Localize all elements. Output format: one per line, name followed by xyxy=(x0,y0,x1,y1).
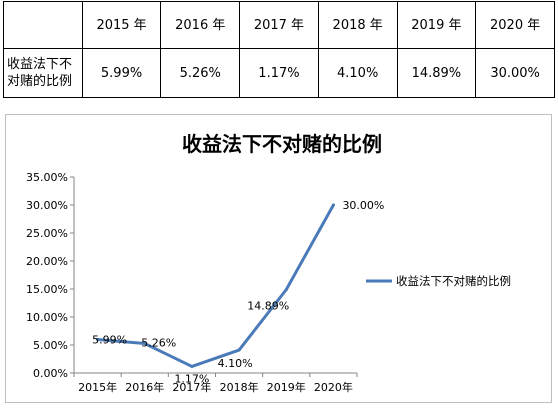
value-cell: 5.26% xyxy=(160,48,241,98)
table-header-row: 2015 年 2016 年 2017 年 2018 年 2019 年 2020 … xyxy=(3,1,555,49)
year-header-cell: 2017 年 xyxy=(239,1,319,49)
table-corner-cell xyxy=(3,1,83,49)
data-point xyxy=(237,348,241,352)
y-tick-label: 25.00% xyxy=(26,227,68,240)
value-cell: 30.00% xyxy=(475,48,555,98)
x-tick-label: 2017年 xyxy=(172,380,211,394)
value-cell: 14.89% xyxy=(396,48,477,98)
data-point xyxy=(284,288,288,292)
legend-label: 收益法下不对赌的比例 xyxy=(396,274,511,288)
value-cell: 5.99% xyxy=(81,48,162,98)
x-tick-label: 2018年 xyxy=(220,380,259,394)
x-tick-label: 2020年 xyxy=(314,380,353,394)
year-header-cell: 2019 年 xyxy=(396,1,477,49)
table-row: 收益法下不对赌的比例 5.99% 5.26% 1.17% 4.10% 14.89… xyxy=(3,48,555,98)
row-label-cell: 收益法下不对赌的比例 xyxy=(3,48,83,98)
y-tick-label: 15.00% xyxy=(26,283,68,296)
year-header-cell: 2016 年 xyxy=(160,1,241,49)
y-tick-label: 10.00% xyxy=(26,311,68,324)
data-label: 30.00% xyxy=(342,199,384,212)
y-tick-label: 20.00% xyxy=(26,255,68,268)
x-tick-label: 2015年 xyxy=(78,380,117,394)
y-tick-label: 30.00% xyxy=(26,199,68,212)
data-point xyxy=(190,364,194,368)
data-point xyxy=(143,342,147,346)
footer-fragment xyxy=(0,405,558,413)
data-label: 1.17% xyxy=(174,372,209,385)
year-header-cell: 2015 年 xyxy=(81,1,162,49)
line-chart: 收益法下不对赌的比例 0.00% 5.00% 10.00% 15.00% 20.00% 25… xyxy=(26,132,511,394)
y-tick-label: 0.00% xyxy=(33,367,68,380)
data-label: 5.99% xyxy=(92,333,127,346)
value-cell: 1.17% xyxy=(239,48,319,98)
data-point xyxy=(96,337,100,341)
value-cell: 4.10% xyxy=(317,48,398,98)
data-label: 4.10% xyxy=(218,357,253,370)
data-point xyxy=(331,203,335,207)
data-table: 2015 年 2016 年 2017 年 2018 年 2019 年 2020 … xyxy=(3,1,555,98)
x-tick-label: 2016年 xyxy=(125,380,164,394)
data-label: 14.89% xyxy=(247,300,289,313)
x-tick-label: 2019年 xyxy=(267,380,306,394)
chart-title: 收益法下不对赌的比例 xyxy=(182,132,382,156)
data-label: 5.26% xyxy=(141,337,176,350)
y-tick-label: 35.00% xyxy=(26,171,68,184)
series-line xyxy=(96,203,335,368)
year-header-cell: 2018 年 xyxy=(317,1,398,49)
chart-frame: 收益法下不对赌的比例 0.00% 5.00% 10.00% 15.00% 20.00% 25… xyxy=(5,114,552,403)
year-header-cell: 2020 年 xyxy=(475,1,555,49)
y-tick-label: 5.00% xyxy=(33,339,68,352)
